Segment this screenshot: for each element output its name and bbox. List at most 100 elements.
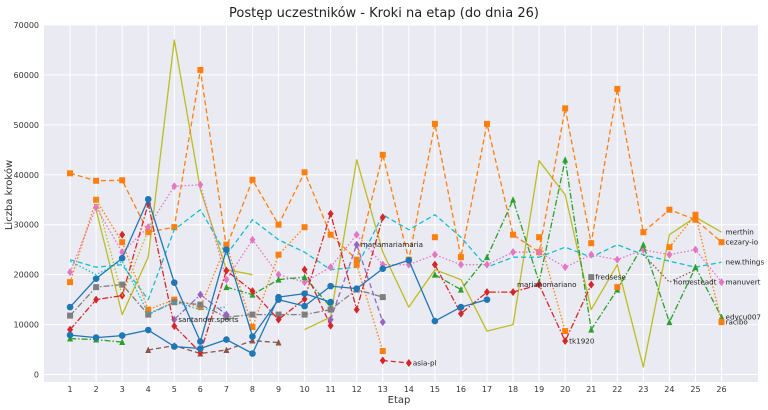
tk1920-point	[327, 209, 334, 218]
racibo-point	[718, 319, 725, 326]
racibo-point	[223, 241, 230, 248]
end-label-merthin: merthin	[726, 228, 754, 237]
manuvert-point	[327, 263, 334, 272]
cezary-io-point	[431, 120, 438, 127]
blue-runner-point	[144, 195, 152, 203]
manuvert-point	[718, 278, 725, 287]
racibo-point	[666, 244, 673, 251]
fredsese-point	[119, 281, 126, 288]
racibo-point	[379, 348, 386, 355]
racibo-point	[119, 239, 126, 246]
edycu007-point	[457, 286, 464, 293]
mariamariamaria-line	[329, 244, 384, 323]
cezary-io-point	[119, 177, 126, 184]
series-blue-walker	[66, 290, 334, 357]
edycu007-point	[692, 263, 699, 271]
racibo-point	[145, 306, 152, 313]
cezary-io-point	[93, 177, 100, 184]
edycu007-point	[431, 271, 438, 278]
y-tick-label: 50000	[14, 121, 39, 130]
cezary-io-line	[69, 69, 722, 261]
end-label-cezary-io: cezary-io	[726, 238, 759, 247]
cezary-io-point	[640, 229, 647, 236]
blue-walker-point	[301, 290, 308, 297]
x-tick-label: 1	[68, 385, 73, 394]
edycu007-point	[483, 253, 490, 261]
cezary-io-point	[692, 216, 699, 223]
series-asia-pl	[119, 230, 412, 368]
x-tick-label: 23	[638, 385, 648, 394]
asia-pl-point	[379, 356, 386, 365]
manuvert-point	[171, 182, 178, 191]
jasiek2020-point	[249, 337, 256, 344]
blue-runner-point	[92, 275, 100, 282]
tk1920-point	[588, 280, 595, 289]
series-layer	[66, 39, 725, 368]
tk1920-point	[562, 337, 569, 346]
manuvert-point	[536, 248, 543, 257]
asia-pl-line	[382, 359, 409, 364]
cezary-io-point	[483, 120, 490, 127]
end-label-manuvert: manuvert	[726, 278, 761, 287]
blue-runner-point	[118, 254, 126, 262]
end-label-asia-pl: asia-pl	[413, 359, 437, 368]
asia-pl-point	[405, 359, 412, 368]
manuvert-point	[67, 268, 74, 277]
x-tick-label: 7	[224, 385, 229, 394]
x-tick-label: 24	[664, 385, 674, 394]
series-blue-runner	[66, 195, 491, 345]
end-label-homesteadt: homesteadt	[673, 278, 716, 287]
tk1920-point	[379, 213, 386, 222]
blue-walker-point	[327, 298, 334, 306]
end-label-santander.sports: santander.sports	[178, 315, 239, 324]
blue-runner-point	[223, 246, 230, 253]
cezary-io-point	[718, 239, 725, 246]
manuvert-point	[562, 263, 569, 272]
end-label-racibo: racibo	[726, 318, 748, 327]
tk1920-point	[249, 287, 256, 296]
edycu007-point	[562, 156, 569, 163]
x-tick-label: 26	[716, 385, 726, 394]
blue-walker-point	[144, 326, 152, 334]
blue-runner-point	[483, 296, 491, 303]
end-label-fredsese: fredsese	[595, 273, 626, 282]
y-tick-label: 0	[34, 371, 39, 380]
olive-dots-line	[95, 197, 149, 297]
x-tick-label: 5	[172, 385, 177, 394]
cezary-io-point	[67, 170, 74, 177]
santander.sports-point	[223, 310, 230, 319]
x-tick-label: 14	[404, 385, 414, 394]
blue-runner-point	[405, 256, 413, 264]
y-tick-label: 40000	[14, 171, 39, 180]
fredsese-point	[327, 306, 334, 313]
racibo-point	[301, 224, 308, 231]
fredsese-point	[67, 312, 74, 319]
y-tick-label: 30000	[14, 221, 39, 230]
santander.sports-point	[197, 290, 204, 299]
y-tick-label: 70000	[14, 21, 39, 30]
fredsese-point	[93, 284, 100, 291]
tk1920-point	[353, 305, 360, 314]
asia-pl-point	[327, 321, 334, 330]
chart-title: Postęp uczestników - Kroki na etap (do d…	[229, 6, 539, 21]
x-tick-label: 9	[276, 385, 281, 394]
x-tick-label: 3	[120, 385, 125, 394]
x-tick-label: 20	[560, 385, 570, 394]
x-tick-label: 21	[586, 385, 596, 394]
manuvert-point	[614, 255, 621, 264]
cezary-io-point	[171, 224, 178, 231]
tk1920-point	[223, 266, 230, 275]
tk1920-point	[483, 288, 490, 297]
blue-runner-point	[431, 317, 439, 325]
fredsese-point	[588, 274, 595, 281]
racibo-point	[562, 328, 569, 335]
x-tick-label: 17	[482, 385, 492, 394]
y-tick-label: 60000	[14, 71, 39, 80]
x-tick-label: 19	[534, 385, 544, 394]
series-olive-dots	[95, 197, 149, 297]
fredsese-point	[379, 294, 386, 301]
y-tick-label: 10000	[14, 321, 39, 330]
edycu007-point	[666, 318, 673, 326]
cezary-io-point	[510, 231, 517, 238]
